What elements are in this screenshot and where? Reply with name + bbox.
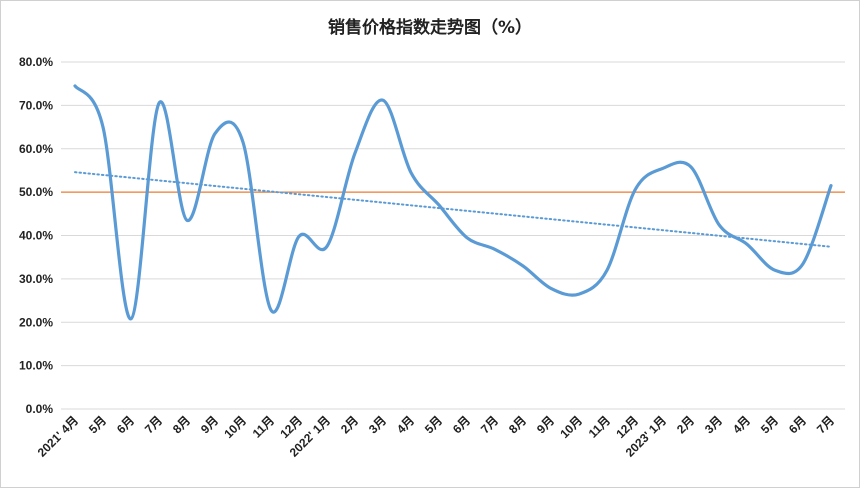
- y-axis-ticks: 0.0% 10.0% 20.0% 30.0% 40.0% 50.0% 60.0% 70.0% 8…: [19, 55, 53, 416]
- y-tick-label: 0.0%: [26, 402, 54, 416]
- x-tick-label: 8月: [506, 413, 529, 436]
- grid-lines: [61, 61, 845, 410]
- series-line: [73, 84, 833, 321]
- x-tick-label: 6月: [114, 413, 137, 436]
- x-tick-label: 11月: [250, 413, 277, 440]
- y-tick-label: 70.0%: [19, 98, 53, 112]
- x-tick-label: 2月: [674, 413, 697, 436]
- x-tick-label: 5月: [758, 413, 781, 436]
- x-tick-label: 3月: [702, 413, 725, 436]
- x-tick-label: 2021' 4月: [35, 413, 81, 459]
- x-tick-label: 5月: [422, 413, 445, 436]
- x-tick-label: 7月: [814, 413, 837, 436]
- x-tick-label: 8月: [170, 413, 193, 436]
- x-tick-label: 4月: [394, 413, 417, 436]
- series-group: [73, 84, 833, 321]
- y-tick-label: 30.0%: [19, 272, 53, 286]
- x-tick-label: 3月: [366, 413, 389, 436]
- x-tick-label: 11月: [586, 413, 613, 440]
- y-tick-label: 60.0%: [19, 142, 53, 156]
- x-tick-label: 9月: [198, 413, 221, 436]
- x-tick-label: 4月: [730, 413, 753, 436]
- x-tick-label: 6月: [450, 413, 473, 436]
- y-tick-label: 40.0%: [19, 229, 53, 243]
- x-tick-label: 10月: [221, 413, 249, 441]
- x-tick-label: 10月: [557, 413, 585, 441]
- y-tick-label: 80.0%: [19, 55, 53, 69]
- y-tick-label: 20.0%: [19, 315, 53, 329]
- x-tick-label: 2月: [338, 413, 361, 436]
- y-tick-label: 50.0%: [19, 185, 53, 199]
- x-tick-label: 7月: [478, 413, 501, 436]
- x-tick-label: 7月: [142, 413, 165, 436]
- y-tick-label: 10.0%: [19, 359, 53, 373]
- x-tick-label: 9月: [534, 413, 557, 436]
- chart-title: 销售价格指数走势图（%）: [328, 17, 532, 38]
- x-tick-label: 6月: [786, 413, 809, 436]
- x-tick-label: 5月: [86, 413, 109, 436]
